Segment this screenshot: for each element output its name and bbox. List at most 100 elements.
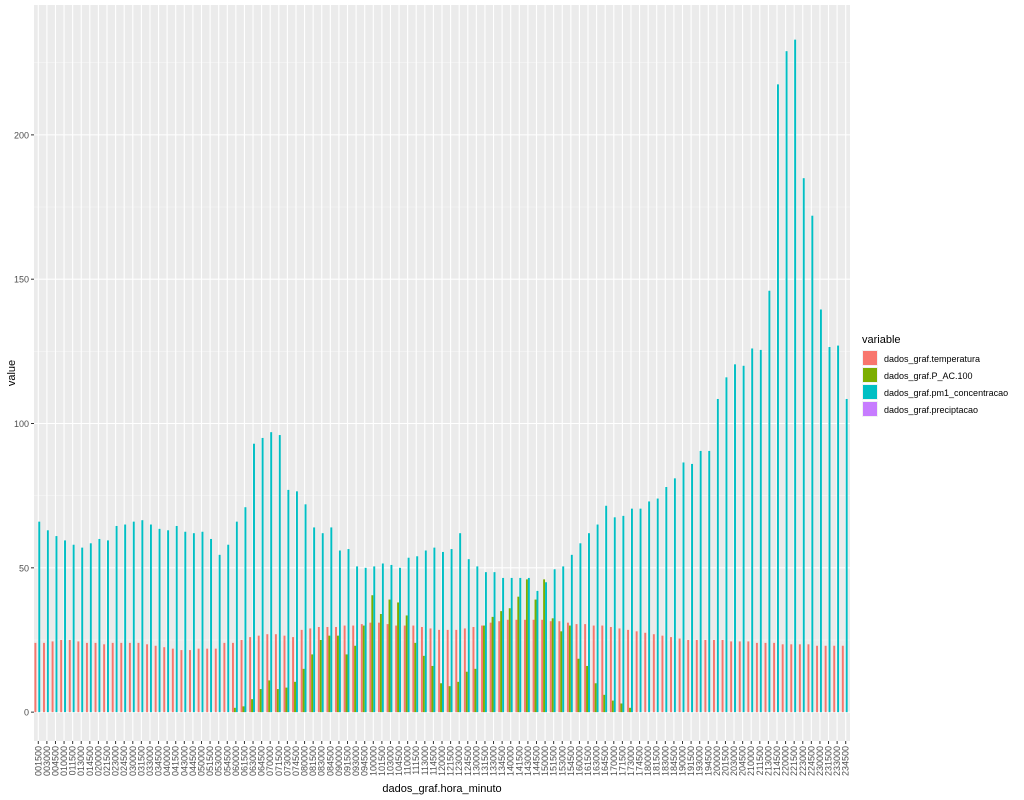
x-tick-label: 101500 (377, 746, 387, 776)
legend-label: dados_graf.temperatura (884, 354, 980, 364)
x-tick-label: 204500 (738, 746, 748, 776)
bar: dados_graf.temperatura 173000: 28.5 (627, 629, 630, 713)
bar: dados_graf.pm1_concentracao 213000: 146 (768, 290, 771, 713)
bar: dados_graf.P_AC.100 140000: 36 (508, 608, 511, 713)
x-tick-label: 050000 (196, 746, 206, 776)
x-tick-label: 060000 (231, 746, 241, 776)
bar: dados_graf.temperatura 084500: 29.5 (326, 626, 329, 713)
bar: dados_graf.pm1_concentracao 041500: 64.5 (175, 525, 178, 713)
x-tick-label: 023000 (111, 746, 121, 776)
x-tick-label: 073000 (282, 746, 292, 776)
bar: dados_graf.pm1_concentracao 151500: 49.5 (553, 569, 556, 713)
bar: dados_graf.pm1_concentracao 153000: 50.5 (562, 566, 565, 713)
bar: dados_graf.pm1_concentracao 021500: 59.5 (107, 540, 109, 713)
bar: dados_graf.P_AC.100 171500: 3 (620, 703, 623, 713)
bar: dados_graf.temperatura 104500: 30 (395, 625, 398, 713)
bar: dados_graf.temperatura 030000: 24 (128, 642, 131, 713)
bar: dados_graf.P_AC.100 150000: 46 (543, 579, 546, 713)
bar: dados_graf.temperatura 220000: 23.5 (781, 644, 784, 713)
bar: dados_graf.temperatura 053000: 22 (214, 648, 217, 713)
x-tick-label: 183000 (660, 746, 670, 776)
x-tick-label: 200000 (712, 746, 722, 776)
bar: dados_graf.pm1_concentracao 064500: 95 (261, 437, 264, 713)
x-tick-label: 233000 (832, 746, 842, 776)
bar: dados_graf.pm1_concentracao 104500: 50 (399, 567, 401, 713)
bar: dados_graf.pm1_concentracao 123000: 62 (459, 533, 462, 713)
y-tick-label: 0 (24, 708, 29, 718)
bar: dados_graf.pm1_concentracao 024500: 65 (124, 524, 127, 713)
bar: dados_graf.pm1_concentracao 081500: 64 (313, 527, 316, 713)
bar: dados_graf.pm1_concentracao 020000: 60 (98, 538, 101, 713)
bar: dados_graf.pm1_concentracao 184500: 81 (673, 478, 676, 713)
x-tick-label: 151500 (549, 746, 559, 776)
bar: dados_graf.temperatura 083000: 29.5 (317, 626, 320, 713)
bar: dados_graf.pm1_concentracao 141500: 46.5 (519, 577, 522, 713)
bar: dados_graf.temperatura 170000: 29.5 (609, 626, 612, 713)
x-tick-label: 194500 (703, 746, 713, 776)
bar: dados_graf.temperatura 023000: 24 (111, 642, 114, 713)
bar: dados_graf.P_AC.100 094500: 30 (362, 625, 365, 713)
x-tick-label: 041500 (171, 746, 181, 776)
bar: dados_graf.pm1_concentracao 174500: 70.5 (639, 508, 642, 713)
bar: dados_graf.P_AC.100 143000: 46 (525, 579, 528, 713)
bar: dados_graf.P_AC.100 070000: 11 (268, 680, 271, 713)
bar: dados_graf.temperatura 164500: 30 (601, 625, 604, 713)
x-tick-label: 160000 (574, 746, 584, 776)
x-tick-label: 221500 (789, 746, 799, 776)
x-tick-label: 011500 (68, 746, 78, 775)
bar: dados_graf.temperatura 150000: 32 (541, 619, 544, 713)
x-tick-label: 134500 (497, 746, 507, 776)
bar: dados_graf.pm1_concentracao 033000: 65 (149, 524, 152, 713)
bar: dados_graf.pm1_concentracao 071500: 96 (278, 435, 281, 713)
bar: dados_graf.pm1_concentracao 200000: 108.… (716, 398, 719, 713)
bar: dados_graf.temperatura 093000: 30 (352, 625, 355, 713)
bar: dados_graf.P_AC.100 120000: 10 (440, 683, 442, 713)
bar: dados_graf.temperatura 154500: 31 (566, 622, 569, 713)
x-tick-label: 100000 (368, 746, 378, 776)
bar: dados_graf.pm1_concentracao 164500: 71.5 (605, 505, 608, 713)
bar: dados_graf.temperatura 184500: 26 (670, 637, 672, 713)
bar: dados_graf.pm1_concentracao 083000: 62 (321, 533, 324, 713)
bar: dados_graf.temperatura 064500: 26.5 (257, 635, 260, 713)
bar: dados_graf.pm1_concentracao 074500: 76.5 (295, 491, 298, 713)
legend-key (863, 351, 877, 365)
bar: dados_graf.pm1_concentracao 060000: 66 (235, 521, 238, 713)
legend-label: dados_graf.preciptacao (884, 405, 978, 415)
bar: dados_graf.temperatura 101500: 31 (378, 622, 380, 713)
x-tick-label: 110000 (403, 746, 413, 775)
bar: dados_graf.pm1_concentracao 210000: 126 (751, 348, 754, 713)
x-tick-label: 153000 (557, 746, 567, 776)
bar: dados_graf.pm1_concentracao 090000: 56 (338, 550, 341, 713)
bar: dados_graf.temperatura 201500: 25 (721, 639, 724, 713)
bar: dados_graf.temperatura 143000: 32 (524, 619, 526, 713)
bar: dados_graf.pm1_concentracao 204500: 120 (742, 365, 745, 713)
x-tick-label: 164500 (600, 746, 610, 776)
bar: dados_graf.pm1_concentracao 124500: 53 (467, 559, 470, 713)
x-tick-label: 054500 (222, 746, 232, 776)
bar: dados_graf.temperatura 214500: 24 (773, 642, 776, 713)
bar: dados_graf.temperatura 123000: 28.5 (455, 629, 458, 713)
bar: dados_graf.pm1_concentracao 154500: 54.5 (570, 554, 573, 713)
x-tick-label: 133000 (489, 746, 499, 776)
x-tick-label: 171500 (617, 746, 627, 776)
bar: dados_graf.pm1_concentracao 004500: 61 (55, 536, 58, 713)
x-tick-label: 223000 (798, 746, 808, 776)
bar: dados_graf.P_AC.100 153000: 28 (560, 631, 563, 713)
bar: dados_graf.P_AC.100 124500: 14 (465, 671, 468, 713)
bar: dados_graf.temperatura 124500: 29 (463, 628, 466, 713)
bar: dados_graf.temperatura 204500: 24.5 (738, 641, 741, 713)
bar: dados_graf.P_AC.100 090000: 26.5 (336, 635, 339, 713)
bar: dados_graf.temperatura 134500: 31.5 (498, 621, 501, 713)
bar: dados_graf.P_AC.100 121500: 9 (448, 686, 451, 713)
x-tick-label: 104500 (394, 746, 404, 776)
bar: dados_graf.temperatura 050000: 22 (197, 648, 200, 713)
bar: dados_graf.P_AC.100 111500: 24 (414, 642, 417, 713)
bar: dados_graf.pm1_concentracao 161500: 62 (588, 533, 590, 713)
bar: dados_graf.P_AC.100 074500: 10.5 (294, 681, 296, 713)
x-tick-label: 170000 (609, 746, 619, 776)
legend: variable dados_graf.temperatura dados_gra… (862, 334, 1008, 417)
bar: dados_graf.temperatura 234500: 23 (841, 645, 844, 713)
bar: dados_graf.P_AC.100 081500: 20 (311, 654, 314, 713)
bar: dados_graf.temperatura 133000: 31 (489, 622, 492, 713)
bar: dados_graf.pm1_concentracao 223000: 185 (802, 178, 805, 713)
